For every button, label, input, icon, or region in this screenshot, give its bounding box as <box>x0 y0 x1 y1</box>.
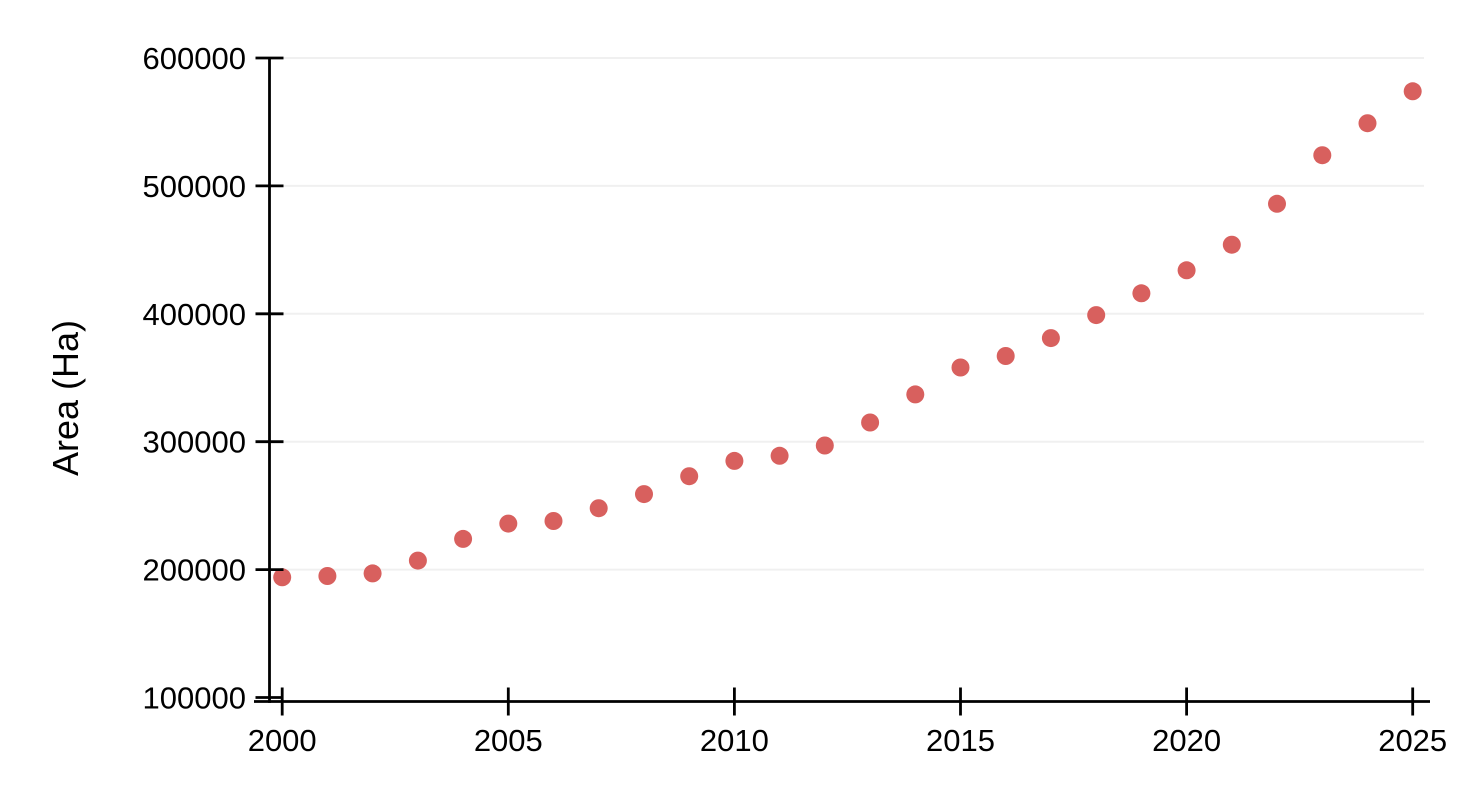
x-tick-label: 2000 <box>248 723 317 758</box>
data-point <box>454 529 473 548</box>
data-point <box>1403 82 1422 101</box>
x-tick-label: 2005 <box>474 723 543 758</box>
data-point <box>680 467 699 486</box>
y-tick-label: 400000 <box>143 297 246 332</box>
data-point <box>996 347 1015 365</box>
data-point <box>1358 114 1377 133</box>
y-tick-label: 200000 <box>143 553 246 588</box>
y-tick-label: 100000 <box>143 681 246 716</box>
x-tick-label: 2015 <box>926 723 995 758</box>
data-point <box>906 385 925 404</box>
gridlines <box>271 57 1424 571</box>
data-point <box>589 499 608 518</box>
data-point <box>1313 146 1332 165</box>
data-point <box>363 564 382 583</box>
data-point <box>1222 235 1241 254</box>
y-tick-label: 600000 <box>143 41 246 76</box>
data-point <box>951 358 970 377</box>
data-point <box>544 512 563 530</box>
data-point <box>1087 306 1106 325</box>
data-point <box>861 413 880 432</box>
data-point <box>635 485 653 504</box>
x-tick-label: 2010 <box>700 723 769 758</box>
data-point <box>1132 284 1151 303</box>
data-point <box>318 567 337 585</box>
data-points <box>273 82 1422 587</box>
data-point <box>499 514 518 533</box>
data-point <box>273 568 292 587</box>
data-point <box>1268 194 1286 213</box>
x-tick-label: 2025 <box>1378 723 1447 758</box>
data-point <box>1041 329 1060 348</box>
data-point <box>815 436 834 455</box>
y-tick-label: 300000 <box>143 425 246 460</box>
data-point <box>408 551 427 570</box>
data-point <box>725 451 744 470</box>
y-tick-label: 500000 <box>143 169 246 204</box>
tick-labels: 100000 200000 300000 400000 500000 600000 2000… <box>143 41 1448 758</box>
x-tick-label: 2020 <box>1152 723 1221 758</box>
axes <box>254 56 1430 716</box>
data-point <box>770 446 789 465</box>
data-point <box>1177 261 1196 280</box>
y-axis-label: Area (Ha) <box>45 320 86 476</box>
